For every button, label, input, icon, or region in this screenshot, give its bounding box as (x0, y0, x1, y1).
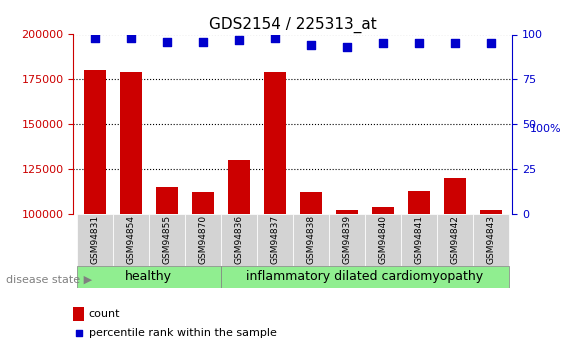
Y-axis label: 100%: 100% (530, 124, 562, 134)
Bar (300, 193, 321, 214)
FancyBboxPatch shape (257, 214, 293, 266)
Point (486, 41, 495, 46)
FancyBboxPatch shape (401, 214, 437, 266)
Bar (228, 160, 249, 214)
Point (414, 41, 423, 46)
FancyBboxPatch shape (113, 214, 149, 266)
Text: healthy: healthy (126, 270, 172, 283)
FancyBboxPatch shape (365, 214, 401, 266)
Point (270, 35, 279, 41)
Bar (480, 210, 502, 214)
Text: GSM94854: GSM94854 (126, 215, 135, 264)
FancyBboxPatch shape (437, 214, 473, 266)
FancyBboxPatch shape (329, 214, 365, 266)
FancyBboxPatch shape (185, 214, 221, 266)
Text: GSM94841: GSM94841 (414, 215, 423, 264)
Text: GSM94839: GSM94839 (342, 215, 351, 264)
Point (234, 37, 243, 43)
Bar (192, 193, 213, 214)
Title: GDS2154 / 225313_at: GDS2154 / 225313_at (209, 17, 377, 33)
Text: GSM94855: GSM94855 (162, 215, 171, 264)
Bar (336, 210, 358, 214)
Bar (84, 70, 106, 214)
FancyBboxPatch shape (77, 214, 113, 266)
Point (126, 35, 135, 41)
Text: GSM94838: GSM94838 (306, 215, 315, 264)
Point (198, 39, 207, 45)
Point (90, 35, 99, 41)
FancyBboxPatch shape (221, 214, 257, 266)
FancyBboxPatch shape (77, 266, 221, 288)
Text: GSM94843: GSM94843 (486, 215, 495, 264)
Text: GSM94831: GSM94831 (90, 215, 99, 264)
Bar (73, 307, 84, 321)
Point (306, 42, 315, 48)
Point (342, 44, 351, 50)
FancyBboxPatch shape (149, 214, 185, 266)
FancyBboxPatch shape (473, 214, 509, 266)
Text: GSM94837: GSM94837 (270, 215, 279, 264)
Text: GSM94836: GSM94836 (234, 215, 243, 264)
Point (338, 271, 347, 277)
Point (378, 41, 387, 46)
Bar (264, 72, 285, 214)
Point (162, 39, 171, 45)
Point (450, 41, 459, 46)
FancyBboxPatch shape (293, 214, 329, 266)
Text: count: count (88, 309, 120, 319)
Bar (156, 187, 177, 214)
Text: inflammatory dilated cardiomyopathy: inflammatory dilated cardiomyopathy (246, 270, 483, 283)
Text: percentile rank within the sample: percentile rank within the sample (88, 328, 276, 338)
Bar (408, 190, 430, 214)
Text: disease state ▶: disease state ▶ (6, 275, 92, 284)
Text: GSM94870: GSM94870 (198, 215, 207, 264)
Text: GSM94840: GSM94840 (378, 215, 387, 264)
Bar (444, 178, 466, 214)
Text: GSM94842: GSM94842 (450, 215, 459, 264)
FancyBboxPatch shape (221, 266, 509, 288)
Bar (372, 207, 394, 214)
Bar (120, 72, 141, 214)
